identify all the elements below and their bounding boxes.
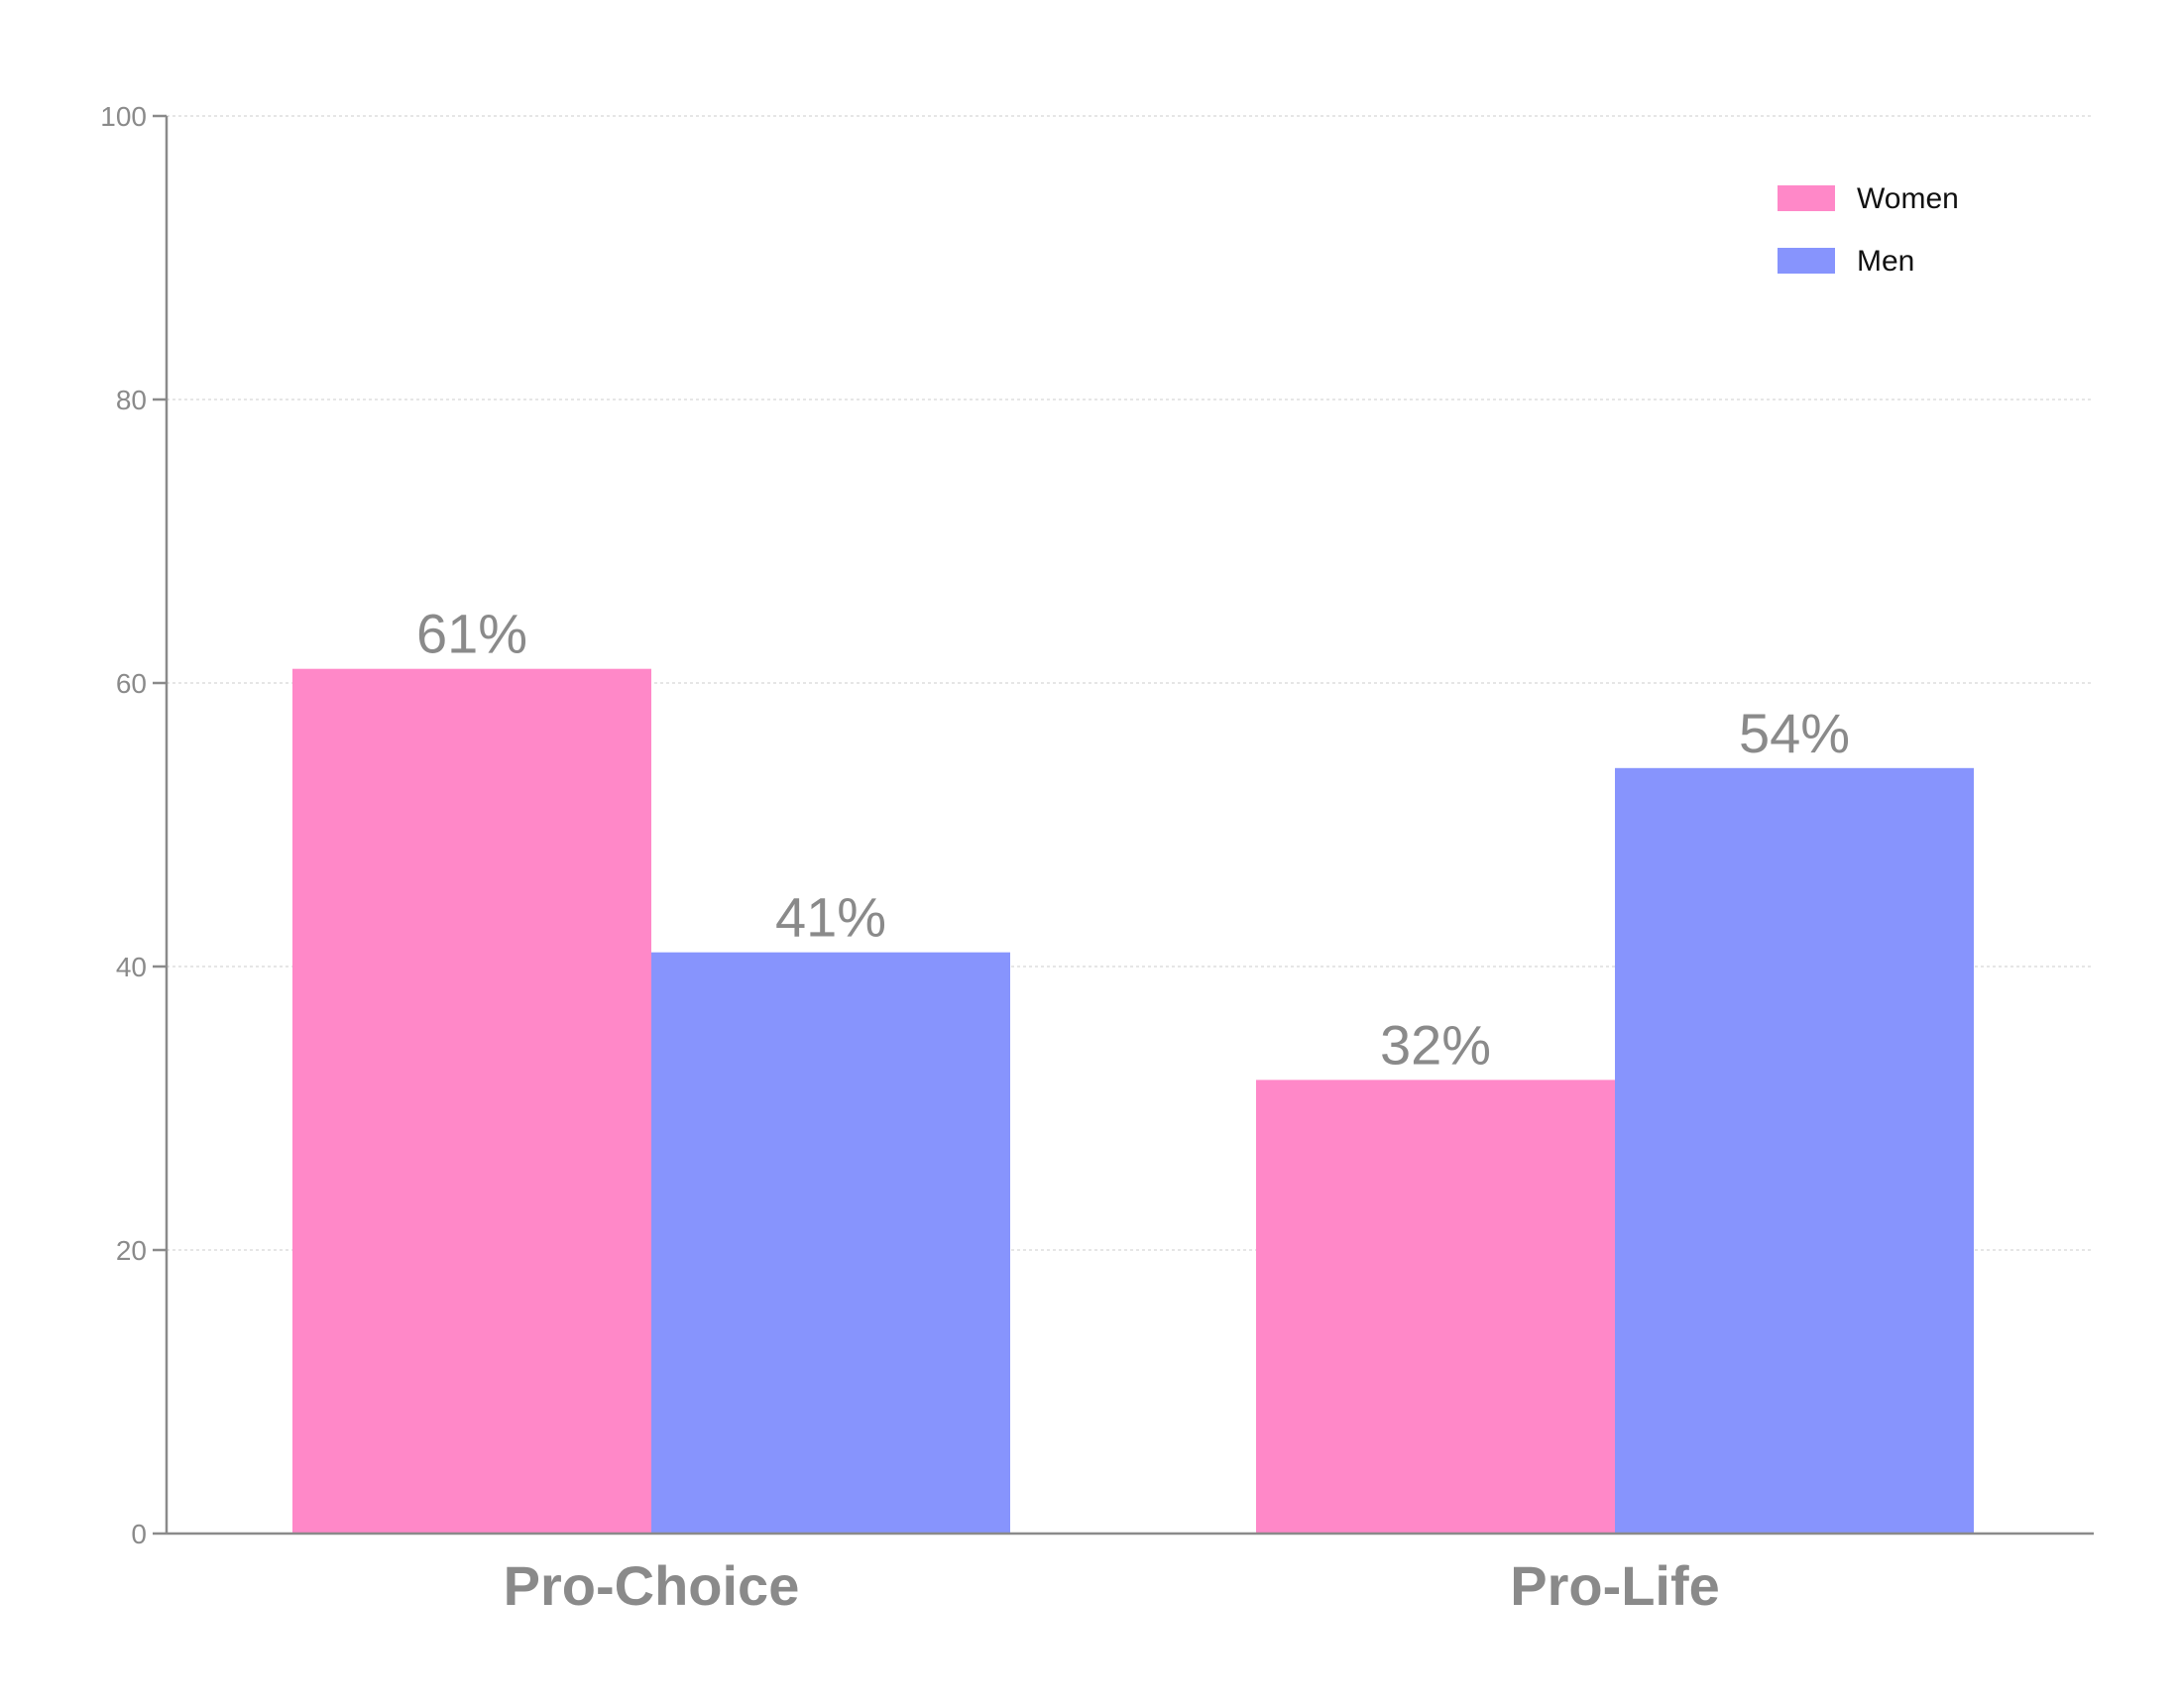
y-tick-label: 20: [116, 1235, 147, 1266]
x-category-label: Pro-Choice: [504, 1554, 800, 1617]
x-category-label: Pro-Life: [1510, 1554, 1720, 1617]
x-axis-category-labels: Pro-Choice Pro-Life: [504, 1554, 1720, 1617]
bar-men-pro-life: [1615, 767, 1974, 1534]
axes: [165, 116, 2094, 1536]
legend-label-women: Women: [1857, 182, 1959, 215]
data-label: 41%: [775, 886, 886, 949]
data-label: 54%: [1739, 702, 1850, 764]
y-tick-label: 100: [100, 101, 147, 132]
bars: [292, 668, 1974, 1534]
data-label: 32%: [1380, 1013, 1491, 1076]
legend-swatch-men: [1778, 248, 1835, 274]
y-axis-ticks: 0 20 40 60 80 100: [100, 101, 167, 1549]
bar-women-pro-choice: [292, 668, 651, 1534]
bar-men-pro-choice: [651, 952, 1010, 1534]
y-tick-label: 80: [116, 385, 147, 415]
y-tick-label: 40: [116, 952, 147, 982]
legend-swatch-women: [1778, 185, 1835, 211]
y-tick-label: 60: [116, 668, 147, 699]
bar-women-pro-life: [1256, 1080, 1615, 1534]
value-labels: 61% 41% 32% 54%: [416, 603, 1850, 1077]
legend-label-men: Men: [1857, 245, 1914, 278]
legend: Women Men: [1778, 182, 1959, 278]
data-label: 61%: [416, 603, 527, 665]
y-tick-label: 0: [131, 1519, 147, 1549]
